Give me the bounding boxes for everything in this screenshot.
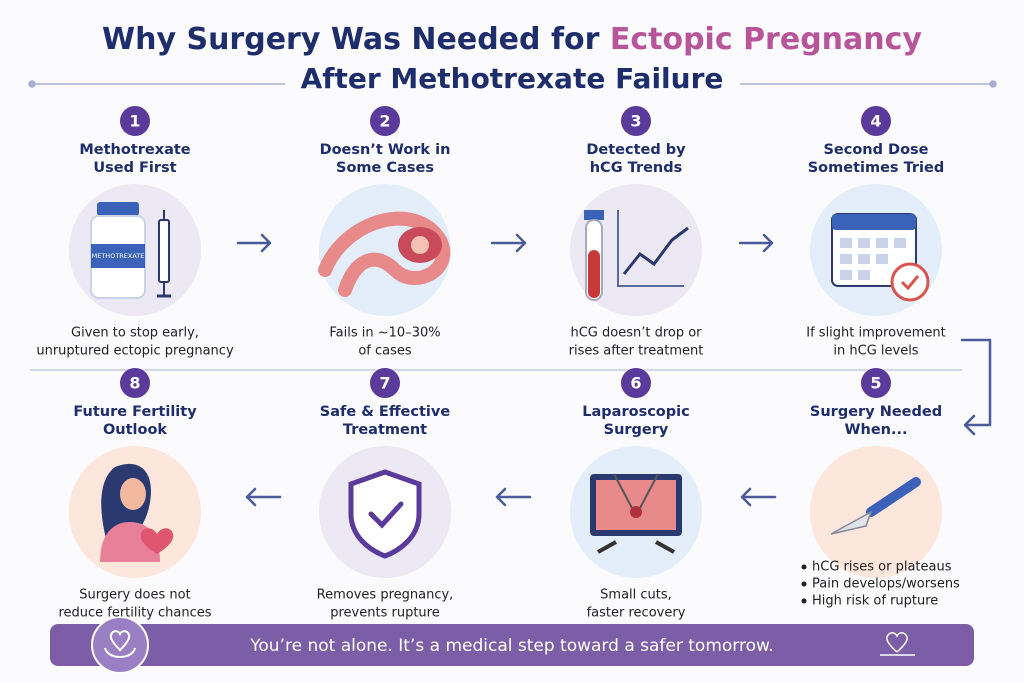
step-title: Laparoscopic — [582, 404, 689, 420]
title-line2: After Methotrexate Failure — [301, 62, 724, 95]
step-description: in hCG levels — [833, 344, 918, 359]
step-badge — [861, 106, 891, 136]
step-description: of cases — [358, 344, 412, 359]
step-description: rises after treatment — [569, 344, 704, 359]
step-description: Removes pregnancy, — [317, 588, 454, 603]
step-badge — [120, 368, 150, 398]
step-description: prevents rupture — [330, 606, 439, 621]
step-number: 4 — [870, 112, 881, 131]
icon-blood-test — [584, 210, 689, 301]
icon-tube — [318, 211, 451, 297]
icon-medication: METHOTREXATE — [90, 202, 171, 299]
step-number: 5 — [870, 374, 881, 393]
step-title: Methotrexate — [79, 142, 190, 158]
step-bullet: High risk of rupture — [812, 594, 938, 609]
step-description: hCG doesn’t drop or — [570, 326, 702, 341]
decor-lines — [28, 80, 997, 371]
title-line1: Why Surgery Was Needed for Ectopic Pregn… — [102, 22, 922, 57]
icon-shield — [348, 469, 422, 559]
title-highlight: Ectopic Pregnancy — [610, 22, 923, 57]
step-title: Second Dose — [823, 142, 928, 158]
step-description: If slight improvement — [806, 326, 946, 341]
arrows — [236, 233, 777, 507]
bullet-dot — [801, 598, 807, 604]
icon-scalpel — [830, 477, 921, 535]
icon-laparoscopy — [590, 473, 682, 554]
step-badge — [621, 368, 651, 398]
step-description: reduce fertility chances — [58, 606, 211, 621]
step-number: 8 — [129, 374, 140, 393]
step-title: Sometimes Tried — [808, 160, 945, 176]
step-title: Detected by — [586, 142, 686, 158]
bullet-dot — [801, 581, 807, 587]
bottle-label: METHOTREXATE — [92, 252, 145, 260]
connector — [960, 338, 992, 436]
icon-calendar — [831, 213, 930, 302]
step-badge — [370, 368, 400, 398]
step-description: Fails in ~10–30% — [329, 326, 440, 341]
step-description: Small cuts, — [600, 588, 672, 603]
step-title: Safe & Effective — [320, 404, 451, 420]
step-title: Surgery — [604, 422, 669, 438]
step-title: Treatment — [343, 422, 427, 438]
step-number: 6 — [630, 374, 641, 393]
step-description: Given to stop early, — [71, 326, 199, 341]
step-badge — [861, 368, 891, 398]
footer-banner: You’re not alone. It’s a medical step to… — [50, 616, 974, 674]
step-description: unruptured ectopic pregnancy — [36, 344, 234, 359]
step-title: hCG Trends — [590, 160, 683, 176]
title-start: Why Surgery Was Needed for — [102, 22, 610, 57]
step-title: Doesn’t Work in — [320, 142, 451, 158]
footer-text: You’re not alone. It’s a medical step to… — [249, 636, 773, 656]
icon-woman — [100, 463, 174, 562]
step-title: When... — [845, 422, 908, 438]
step-number: 2 — [379, 112, 390, 131]
step-bullet: Pain develops/worsens — [812, 577, 960, 592]
bullet-dot — [801, 564, 807, 570]
step-bullet: hCG rises or plateaus — [812, 560, 952, 575]
step-badge — [120, 106, 150, 136]
step-title: Surgery Needed — [810, 404, 942, 420]
step-title: Used First — [93, 160, 176, 176]
step-badge — [370, 106, 400, 136]
step-title: Future Fertility — [73, 404, 197, 420]
step-title: Outlook — [103, 422, 167, 438]
step-number: 1 — [129, 112, 140, 131]
step-title: Some Cases — [336, 160, 434, 176]
step-description: faster recovery — [587, 606, 686, 621]
step-description: Surgery does not — [79, 588, 190, 603]
step-number: 3 — [630, 112, 641, 131]
step-number: 7 — [379, 374, 390, 393]
step-badge — [621, 106, 651, 136]
